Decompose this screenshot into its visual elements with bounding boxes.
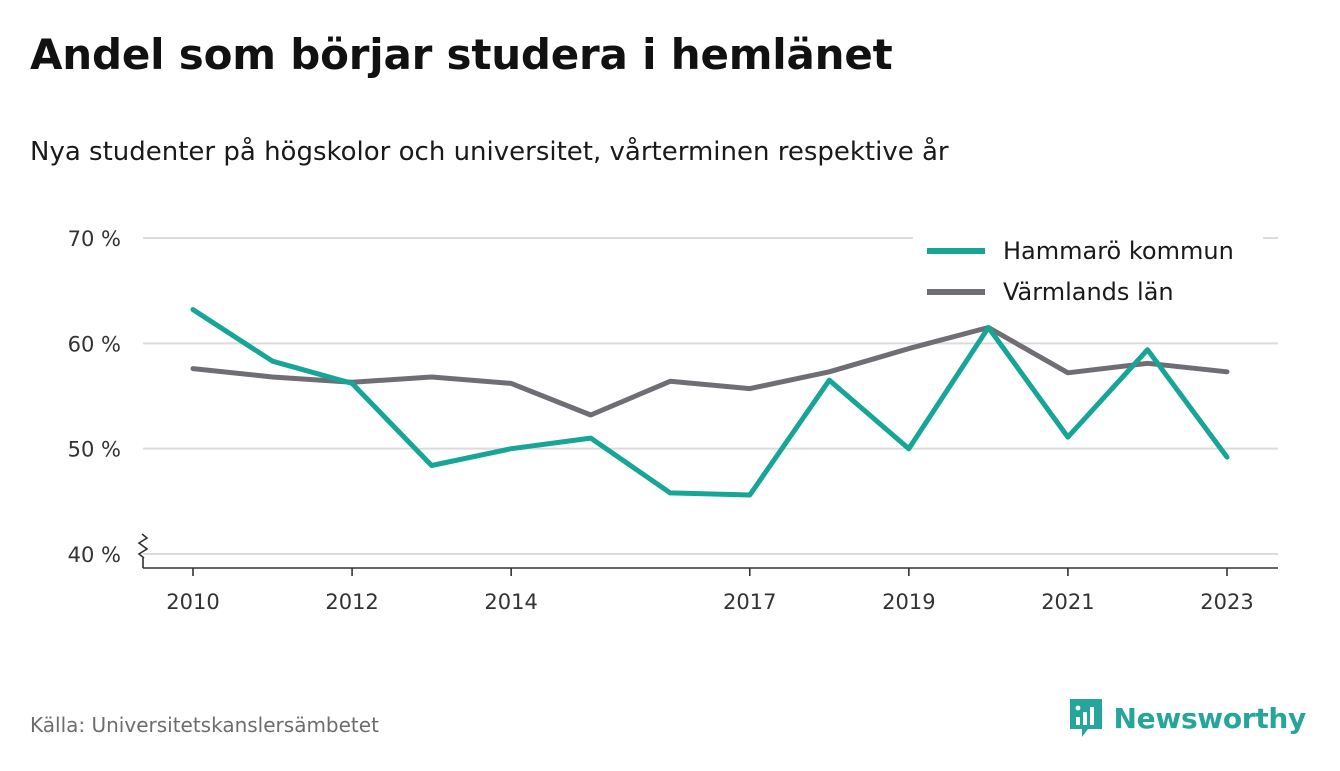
series-lines (190, 307, 1230, 498)
brand-logo[interactable]: Newsworthy (1068, 697, 1306, 739)
series-line-1 (190, 325, 1230, 418)
x-tick-label: 2019 (882, 590, 935, 614)
y-tick-label: 40 % (68, 543, 121, 567)
x-tick-label: 2023 (1200, 590, 1253, 614)
series-line-0 (190, 307, 1230, 498)
x-tick-label: 2012 (325, 590, 378, 614)
newsworthy-logo-icon (1069, 699, 1102, 737)
line-chart: 40 % 50 % 60 % 70 % 2010 2012 2014 2017 2019 2021… (68, 227, 1278, 614)
legend-label: Hammarö kommun (1003, 237, 1234, 265)
legend: Hammarö kommun Värmlands län (913, 227, 1263, 317)
y-tick-label: 50 % (68, 438, 121, 462)
x-tick-label: 2014 (484, 590, 537, 614)
source-note: Källa: Universitetskanslersämbetet (30, 713, 379, 737)
x-tick-label: 2010 (166, 590, 219, 614)
legend-label: Värmlands län (1003, 278, 1174, 306)
chart-title: Andel som börjar studera i hemlänet (30, 30, 893, 79)
axes: 40 % 50 % 60 % 70 % 2010 2012 2014 2017 2019 2021… (68, 227, 1278, 614)
legend-background (913, 227, 1263, 317)
y-tick-label: 60 % (68, 332, 121, 356)
chart-subtitle: Nya studenter på högskolor och universit… (30, 137, 949, 167)
y-tick-label: 70 % (68, 227, 121, 251)
brand-name: Newsworthy (1113, 701, 1307, 735)
axis-break-icon (137, 533, 149, 559)
x-tick-label: 2021 (1041, 590, 1094, 614)
x-tick-label: 2017 (723, 590, 776, 614)
